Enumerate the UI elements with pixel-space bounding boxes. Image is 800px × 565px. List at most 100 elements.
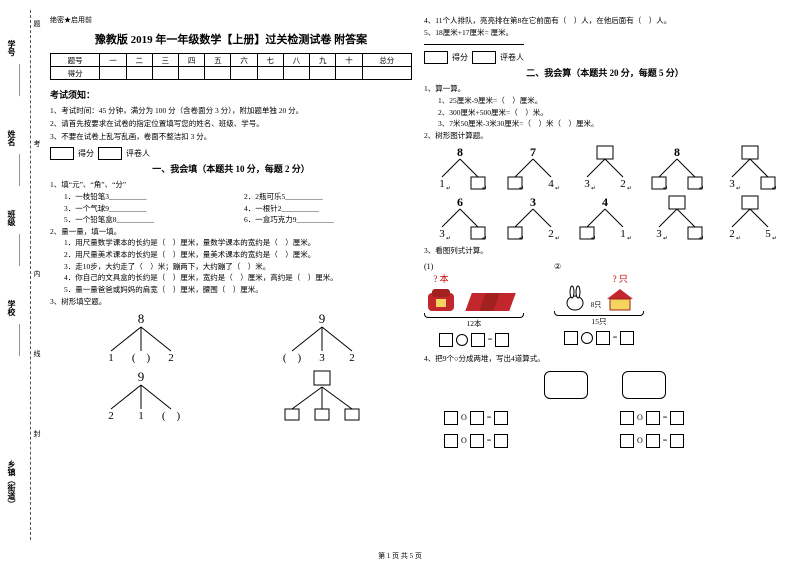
svg-text:↵: ↵	[446, 186, 451, 191]
binding-label: 乡镇（街道）	[6, 460, 17, 508]
svg-text:( ): ( )	[282, 352, 301, 363]
score-header-cell: 二	[126, 54, 152, 67]
num-box[interactable]	[596, 331, 610, 345]
group-num: (1)	[424, 261, 433, 273]
side-label: 8只	[591, 300, 602, 311]
num-box[interactable]	[620, 331, 634, 345]
num-box[interactable]	[470, 411, 484, 425]
secrecy-tag: 绝密★启用前	[50, 15, 412, 25]
num-box[interactable]	[564, 331, 578, 345]
q1-row: 5．一个铅笔盒8__________6．一盒巧克力9__________	[64, 214, 412, 226]
split-tree: 8 1 ↵↵	[430, 145, 490, 191]
num-box[interactable]	[471, 333, 485, 347]
q4: 4、11个人排队，亮亮排在第8在它前面有（ ）人，在他后面有（ ）人。	[424, 15, 786, 27]
split-tree: 7 4 ↵↵	[503, 145, 563, 191]
num-box[interactable]	[670, 411, 684, 425]
q2-line: 4．你自己的文具盒的长约是（ ）厘米，宽约是（ ）厘米，高约是（ ）厘米。	[64, 272, 412, 284]
num-box[interactable]	[495, 333, 509, 347]
eq-sign: =	[488, 334, 493, 346]
books-icon	[464, 287, 524, 313]
grader-label: 评卷人	[500, 52, 524, 63]
svg-text:2: 2	[168, 352, 174, 363]
score-cell	[179, 67, 205, 80]
split-tree: 8 ↵↵	[647, 145, 707, 191]
op-circle[interactable]	[581, 332, 593, 344]
svg-text:8: 8	[457, 145, 463, 159]
svg-text:↵: ↵	[482, 186, 487, 191]
svg-text:3: 3	[530, 195, 536, 209]
svg-text:2: 2	[548, 228, 554, 240]
split-row-2: 6 3 ↵↵ 3 2 ↵↵ 4 1 ↵↵ 3 ↵↵ 25 ↵↵	[424, 195, 786, 241]
score-cell	[283, 67, 309, 80]
equation-boxes: =	[439, 333, 510, 347]
q1-row: 1．一枝铅笔3__________2．2瓶可乐5__________	[64, 191, 412, 203]
binding-label: 学校	[6, 300, 17, 316]
num-box[interactable]	[444, 411, 458, 425]
score-header-cell: 五	[205, 54, 231, 67]
op-circle[interactable]	[456, 334, 468, 346]
num-box[interactable]	[620, 411, 634, 425]
svg-text:↵: ↵	[736, 186, 741, 191]
split-tree: 4 1 ↵↵	[575, 195, 635, 241]
svg-text:4: 4	[602, 195, 608, 209]
eq-sign: =	[613, 332, 618, 344]
num-box[interactable]	[620, 434, 634, 448]
score-header-cell: 四	[179, 54, 205, 67]
grader-box	[98, 147, 122, 160]
score-header-cell: 九	[310, 54, 336, 67]
svg-text:2: 2	[729, 228, 735, 240]
rabbit-icon	[563, 285, 587, 311]
num-box[interactable]	[646, 411, 660, 425]
score-box	[50, 147, 74, 160]
oval-group	[544, 371, 588, 399]
score-cell	[257, 67, 283, 80]
q2: 2、量一量，填一填。 1．用尺量数学课本的长约是（ ）厘米，量数学课本的宽约是（…	[50, 226, 412, 296]
calc3: 3、看图列式计算。 (1) ? 本	[424, 245, 786, 347]
equation-grid: O = O = O = O =	[424, 408, 786, 448]
score-cell	[362, 67, 411, 80]
score-label: 得分	[78, 148, 94, 159]
svg-text:↵: ↵	[663, 186, 668, 191]
q5: 5、18厘米+17厘米= 厘米。	[424, 27, 786, 39]
score-header-cell: 总分	[362, 54, 411, 67]
num-box[interactable]	[439, 333, 453, 347]
svg-text:↵: ↵	[555, 236, 560, 241]
right-column: 4、11个人排队，亮亮排在第8在它前面有（ ）人，在他后面有（ ）人。 5、18…	[424, 15, 786, 545]
split-row-1: 8 1 ↵↵ 7 4 ↵↵ 32 ↵↵ 8 ↵↵ 3 ↵↵	[424, 145, 786, 191]
score-header-cell: 七	[257, 54, 283, 67]
svg-text:2: 2	[620, 178, 626, 190]
grader-box	[472, 51, 496, 64]
q3-stem: 3、树形填空题。	[50, 296, 412, 308]
calc3-stem: 3、看图列式计算。	[424, 245, 786, 257]
q1-item: 5．一个铅笔盒8__________	[64, 214, 224, 226]
notice-list: 1、考试时间：45 分钟，满分为 100 分（含卷面分 3 分），附加题单独 2…	[50, 105, 412, 143]
num-box[interactable]	[444, 434, 458, 448]
notice-item: 3、不要在试卷上乱写乱画，卷面不整洁扣 3 分。	[50, 131, 412, 144]
q3: 3、树形填空题。 8 1 ( ) 2 9 ( ) 3 2 9 2 1 ( )	[50, 296, 412, 422]
oval-row	[424, 371, 786, 403]
num-box[interactable]	[470, 434, 484, 448]
cut-label: 内	[32, 270, 42, 277]
num-box[interactable]	[646, 434, 660, 448]
q1: 1、填“元”、“角”、“分” 1．一枝铅笔3__________2．2瓶可乐5_…	[50, 179, 412, 226]
svg-text:↵: ↵	[772, 186, 777, 191]
marker-row-1: 得分 评卷人	[50, 147, 412, 160]
page-content: 绝密★启用前 豫教版 2019 年一年级数学【上册】过关检测试卷 附答案 题号一…	[50, 15, 790, 545]
num-box[interactable]	[494, 434, 508, 448]
svg-text:↵: ↵	[519, 236, 524, 241]
svg-text:3: 3	[319, 352, 325, 363]
score-cell	[231, 67, 257, 80]
equation-boxes: O =	[444, 411, 590, 425]
svg-text:1: 1	[138, 410, 144, 421]
tree-row-1: 8 1 ( ) 2 9 ( ) 3 2	[50, 311, 412, 363]
num-box[interactable]	[494, 411, 508, 425]
house-icon	[605, 287, 635, 311]
svg-text:3: 3	[729, 178, 735, 190]
cut-label: 线	[32, 350, 42, 357]
q2-line: 3．走10步，大约走了（ ）米；蹦两下，大约蹦了（ ）米。	[64, 261, 412, 273]
notice-item: 1、考试时间：45 分钟，满分为 100 分（含卷面分 3 分），附加题单独 2…	[50, 105, 412, 118]
calc4: 4、把9个○分成两堆，写出4道算式。 O = O = O = O =	[424, 353, 786, 448]
equation-boxes: =	[564, 331, 635, 345]
num-box[interactable]	[670, 434, 684, 448]
svg-text:↵: ↵	[699, 186, 704, 191]
